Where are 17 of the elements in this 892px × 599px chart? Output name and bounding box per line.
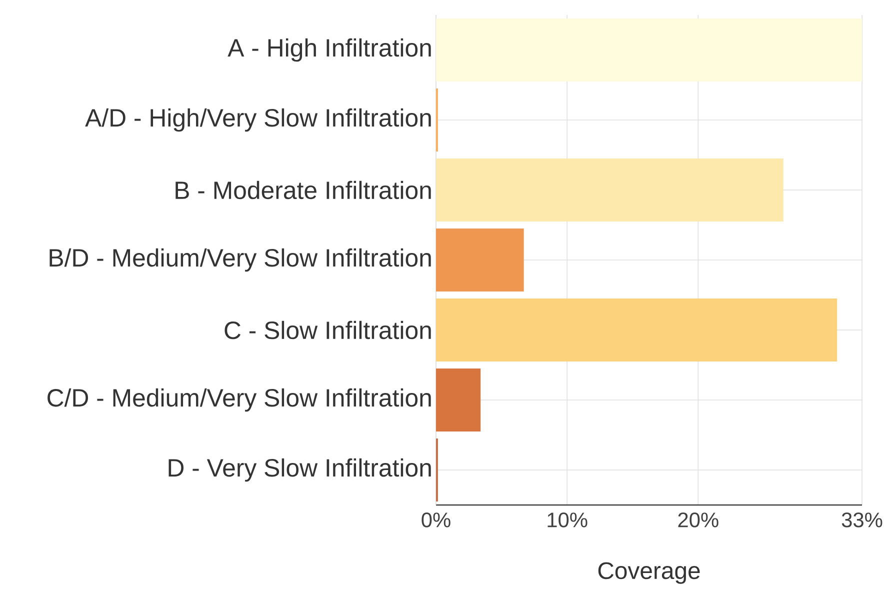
bar <box>436 298 838 362</box>
x-tick-label: 0% <box>422 512 450 528</box>
bar <box>436 158 784 222</box>
y-tick-label: A/D - High/Very Slow Infiltration <box>85 108 431 132</box>
y-tick-label: B - Moderate Infiltration <box>176 180 431 200</box>
x-tick-label: 10% <box>548 512 588 528</box>
x-tick-label: 20% <box>678 512 718 528</box>
y-tick-label: A - High Infiltration <box>228 38 431 62</box>
bar <box>436 18 862 82</box>
y-tick-label: B/D - Medium/Very Slow Infiltration <box>50 248 431 272</box>
x-axis-title: Coverage <box>598 562 700 584</box>
bar <box>436 228 524 292</box>
y-tick-label: D - Very Slow Infiltration <box>168 458 431 482</box>
bar <box>436 368 481 432</box>
y-tick-label: C/D - Medium/Very Slow Infiltration <box>48 388 431 412</box>
y-tick-label: C - Slow Infiltration <box>224 320 431 340</box>
x-tick-label: 33% <box>842 512 882 528</box>
